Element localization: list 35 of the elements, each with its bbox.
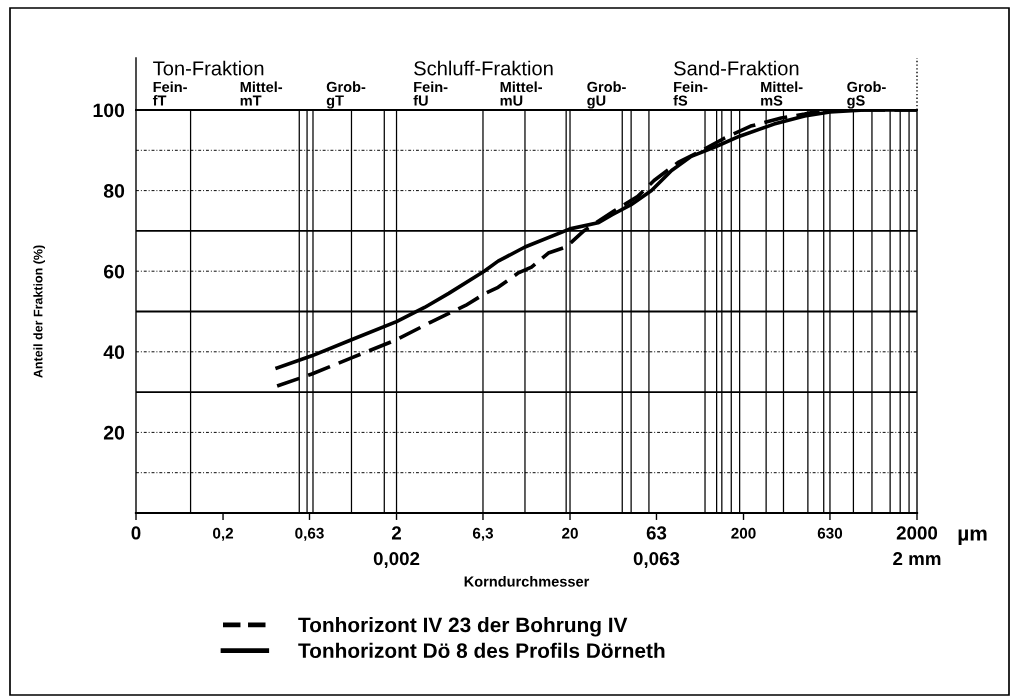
- x-tick-label: 0: [131, 526, 141, 540]
- y-axis-title: Anteil der Fraktion (%): [33, 245, 45, 378]
- text: Fein- fT: [152, 81, 187, 106]
- legend-label: Tonhorizont Dö 8 des Profils Dörneth: [298, 642, 665, 659]
- text: 2 mm: [893, 551, 941, 566]
- x-tick-label: 2000: [896, 526, 938, 540]
- text: Grob- gS: [847, 81, 886, 109]
- x-axis-title: Korndurchmesser: [464, 576, 590, 587]
- x-tick-label: 20: [562, 527, 578, 539]
- text: Grob- gU: [587, 81, 626, 109]
- text: Fein- fU: [413, 81, 448, 106]
- x-tick-label: 63: [646, 526, 667, 540]
- text: 0,002: [373, 551, 420, 568]
- y-tick-label: 40: [103, 345, 125, 360]
- x-tick-label: 2: [391, 526, 401, 540]
- x-tick-label: 6,3: [472, 527, 494, 541]
- text: Mittel- mS: [761, 81, 803, 106]
- text: Mittel- mU: [500, 81, 542, 106]
- text: 0,063: [633, 551, 680, 568]
- x-tick-label: 0,2: [213, 527, 234, 541]
- text: Fein- fS: [673, 81, 708, 106]
- y-tick-label: 60: [103, 264, 125, 279]
- y-tick-label: 100: [93, 103, 125, 118]
- text: Schluff-Fraktion: [414, 60, 553, 76]
- text: Mittel- mT: [240, 81, 283, 106]
- y-tick-label: 80: [103, 184, 125, 198]
- legend-label: Tonhorizont IV 23 der Bohrung IV: [298, 617, 628, 637]
- text: Ton-Fraktion: [153, 60, 264, 76]
- text: µm: [958, 529, 987, 545]
- text: Grob- gT: [326, 81, 366, 109]
- x-tick-label: 0,63: [295, 527, 324, 541]
- x-tick-label: 200: [731, 527, 756, 539]
- y-tick-label: 20: [103, 425, 125, 440]
- text: Sand-Fraktion: [674, 60, 799, 76]
- x-tick-label: 630: [817, 527, 843, 539]
